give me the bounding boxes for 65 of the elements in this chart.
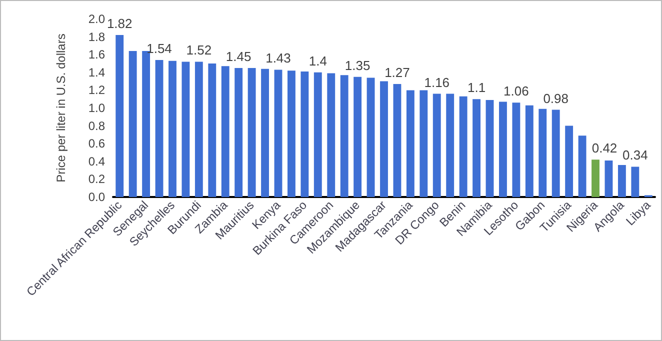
bar bbox=[631, 166, 640, 197]
bar bbox=[499, 102, 507, 197]
data-label: 1.54 bbox=[146, 40, 172, 56]
data-label: 1.1 bbox=[468, 80, 486, 96]
bar bbox=[234, 68, 243, 197]
bar bbox=[446, 94, 454, 197]
y-tick-label: 1.0 bbox=[88, 101, 106, 115]
bar bbox=[459, 96, 468, 197]
bar bbox=[340, 75, 348, 197]
bar bbox=[208, 64, 216, 197]
bar bbox=[168, 60, 176, 197]
bar bbox=[406, 90, 414, 197]
data-label: 1.16 bbox=[424, 74, 450, 90]
bar bbox=[155, 60, 164, 197]
y-tick-label: 0.0 bbox=[88, 190, 106, 204]
y-tick-label: 0.8 bbox=[88, 118, 106, 133]
bar bbox=[512, 102, 520, 197]
y-tick-label: 1.6 bbox=[88, 48, 106, 62]
data-label: 0.34 bbox=[622, 148, 648, 163]
bar bbox=[486, 100, 494, 197]
bar bbox=[354, 76, 362, 197]
bar bbox=[432, 94, 441, 197]
bar bbox=[300, 72, 309, 197]
bar bbox=[565, 126, 574, 197]
bar bbox=[578, 136, 586, 197]
bar bbox=[288, 70, 296, 197]
bar bbox=[314, 72, 322, 197]
bar bbox=[552, 110, 560, 197]
data-label: 0.98 bbox=[543, 90, 569, 106]
bar bbox=[538, 108, 547, 197]
data-label: 1.35 bbox=[344, 58, 370, 73]
bar bbox=[393, 84, 402, 197]
y-axis-title: Price per liter in U.S. dollars bbox=[54, 34, 68, 182]
bar bbox=[128, 51, 137, 197]
data-label: 1.52 bbox=[186, 42, 212, 58]
bar bbox=[248, 68, 256, 197]
data-label: 1.45 bbox=[226, 48, 252, 64]
data-label: 1.06 bbox=[504, 84, 529, 99]
bar bbox=[366, 78, 375, 197]
bar bbox=[420, 90, 428, 197]
data-label: 1.4 bbox=[308, 53, 327, 68]
y-tick-label: 1.4 bbox=[88, 65, 106, 80]
bar bbox=[182, 62, 190, 197]
bar bbox=[194, 62, 203, 197]
bar bbox=[327, 73, 336, 197]
bar bbox=[592, 160, 600, 197]
bar bbox=[472, 99, 480, 197]
bar bbox=[618, 164, 626, 197]
bar bbox=[221, 66, 230, 197]
y-tick-label: 0.2 bbox=[88, 172, 106, 186]
bar bbox=[525, 105, 534, 197]
y-tick-label: 1.8 bbox=[88, 30, 106, 44]
data-label: 1.82 bbox=[106, 16, 132, 32]
bar bbox=[274, 70, 282, 197]
y-tick-label: 1.2 bbox=[88, 83, 106, 98]
bar bbox=[604, 160, 613, 197]
bar bbox=[261, 68, 269, 197]
y-tick-label: 0.6 bbox=[88, 136, 106, 151]
y-tick-label: 0.4 bbox=[88, 154, 106, 168]
bar bbox=[116, 35, 124, 197]
data-label: 1.27 bbox=[384, 64, 410, 80]
y-tick-label: 2.0 bbox=[88, 12, 106, 26]
data-label: 0.42 bbox=[592, 140, 618, 156]
data-label: 1.43 bbox=[266, 50, 291, 66]
bar bbox=[380, 81, 388, 197]
